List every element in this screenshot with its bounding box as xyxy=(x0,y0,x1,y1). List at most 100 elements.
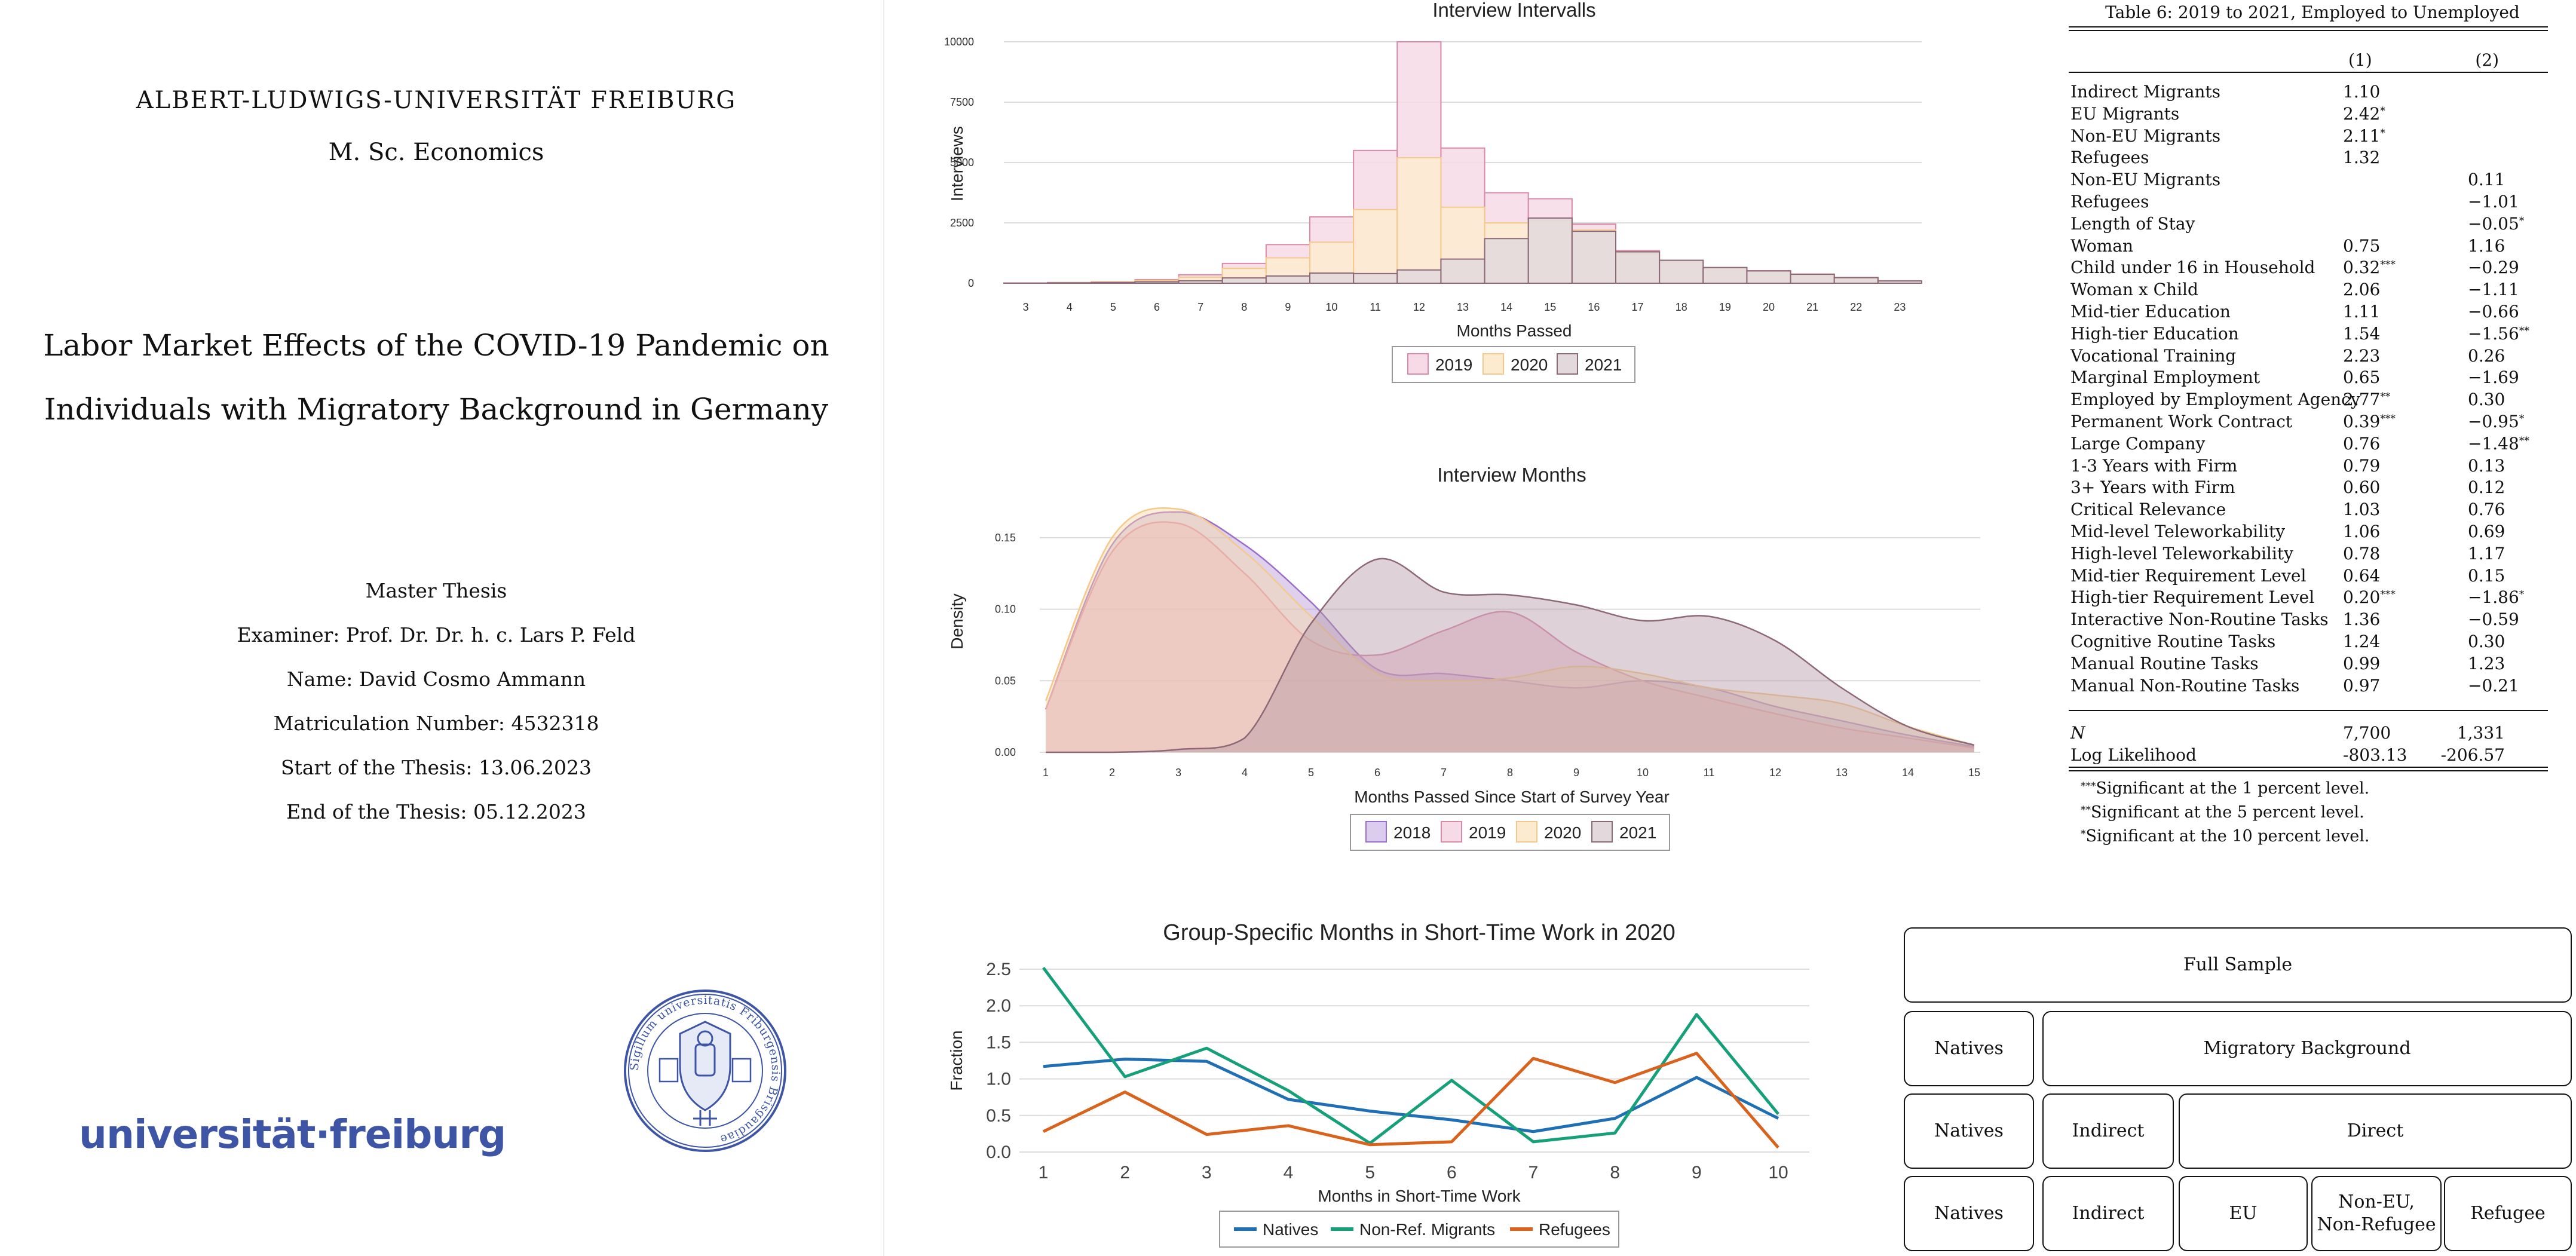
row-value-1: 0.32*** xyxy=(2343,258,2396,278)
row-label: Interactive Non-Routine Tasks xyxy=(2070,609,2329,630)
x-tick-label: 2 xyxy=(1109,767,1115,779)
row-label: High-tier Requirement Level xyxy=(2070,587,2315,608)
row-value-1: 0.60 xyxy=(2343,477,2381,498)
box-full-sample: Full Sample xyxy=(1904,927,2572,1003)
x-tick-label: 23 xyxy=(1894,301,1906,313)
table-row: Critical Relevance 1.03 0.76 xyxy=(2069,498,2548,520)
x-tick-label: 20 xyxy=(1763,301,1775,313)
row-value-1: 2.77** xyxy=(2343,390,2391,410)
bar-2021-10 xyxy=(1309,272,1355,284)
chart-legend: 2019 2020 2021 xyxy=(1392,346,1635,383)
legend-label-2019: 2019 xyxy=(1469,823,1506,842)
table-row: Non-EU Migrants 0.11 xyxy=(2069,169,2548,191)
row-value-1: 0.79 xyxy=(2343,455,2381,476)
x-tick-label: 10 xyxy=(1768,1163,1788,1183)
row-value-2: −1.11 xyxy=(2468,280,2519,300)
density-area-2021 xyxy=(1046,558,1974,752)
box-migratory-background: Migratory Background xyxy=(2042,1011,2572,1086)
table-row: Employed by Employment Agency 2.77** 0.30 xyxy=(2069,388,2548,411)
box-indirect-l3: Indirect xyxy=(2042,1093,2174,1169)
y-tick-label: 0.00 xyxy=(995,746,1016,758)
x-tick-label: 15 xyxy=(1544,301,1556,313)
row-value-2: 0.69 xyxy=(2468,522,2505,541)
y-tick-label: 2500 xyxy=(950,217,974,229)
table-row-loglik: Log Likelihood -803.13 -206.57 xyxy=(2069,744,2548,766)
row-value-1: 7,700 xyxy=(2343,723,2391,743)
row-label: Indirect Migrants xyxy=(2070,82,2221,102)
page-divider xyxy=(883,0,884,1256)
table-row: High-tier Education 1.54 −1.56** xyxy=(2069,323,2548,345)
row-value-1: 0.75 xyxy=(2343,235,2381,256)
box-label-line-1: Non-EU, xyxy=(2338,1191,2415,1212)
y-tick-label: 0 xyxy=(968,277,974,289)
row-value-1: 0.97 xyxy=(2343,675,2381,696)
row-label: Woman x Child xyxy=(2070,280,2198,300)
box-direct: Direct xyxy=(2179,1093,2572,1169)
chart-title: Interview Intervalls xyxy=(1432,0,1595,21)
row-label: 1-3 Years with Firm xyxy=(2070,455,2238,476)
x-tick-label: 5 xyxy=(1365,1163,1375,1183)
box-label: Migratory Background xyxy=(2203,1038,2411,1059)
box-label-line-2: Non-Refugee xyxy=(2317,1214,2436,1235)
row-label: 3+ Years with Firm xyxy=(2070,477,2235,498)
bar-2021-11 xyxy=(1353,272,1398,284)
x-tick-label: 8 xyxy=(1507,767,1513,779)
table-row: 3+ Years with Firm 0.60 0.12 xyxy=(2069,476,2548,498)
density-line-2018 xyxy=(1045,511,1975,748)
series-line-non-ref-migrants xyxy=(1042,967,1779,1145)
legend-label-refugees: Refugees xyxy=(1539,1220,1610,1239)
legend-swatch-2019 xyxy=(1407,353,1429,375)
note-1: ***Significant at the 1 percent level. xyxy=(2081,779,2370,798)
y-tick-label: 1.5 xyxy=(986,1033,1011,1052)
bar-2021-17 xyxy=(1615,251,1661,284)
row-value-1: 1.24 xyxy=(2343,632,2381,651)
row-label: Refugees xyxy=(2070,192,2149,212)
thesis-meta: Master Thesis Examiner: Prof. Dr. Dr. h.… xyxy=(0,569,872,834)
meta-start: Start of the Thesis: 13.06.2023 xyxy=(281,756,592,779)
table-row: Length of Stay −0.05* xyxy=(2069,213,2548,235)
x-tick-label: 6 xyxy=(1374,767,1380,779)
x-tick-label: 11 xyxy=(1370,301,1381,313)
interview-intervalls-chart: Interview Intervalls 0 2500 5000 7500 10000 3… xyxy=(944,0,1923,383)
row-value-2: −0.95* xyxy=(2468,412,2525,431)
thesis-title-line-1: Labor Market Effects of the COVID-19 Pan… xyxy=(43,328,829,363)
series-line-refugees xyxy=(1042,1052,1779,1149)
bar-2021-20 xyxy=(1746,270,1791,284)
meta-end: End of the Thesis: 05.12.2023 xyxy=(286,800,586,823)
x-tick-label: 4 xyxy=(1067,301,1073,313)
table-caption: Table 6: 2019 to 2021, Employed to Unemp… xyxy=(2105,2,2520,22)
x-tick-label: 6 xyxy=(1447,1163,1457,1183)
x-axis-label: Months Passed Since Start of Survey Year xyxy=(1354,788,1670,806)
row-value-2: 0.76 xyxy=(2468,500,2505,520)
legend-swatch-2021 xyxy=(1591,821,1613,843)
bar-2021-16 xyxy=(1571,231,1617,284)
box-eu: EU xyxy=(2179,1176,2308,1251)
box-label: Natives xyxy=(1934,1120,2004,1141)
bar-2021-14 xyxy=(1484,238,1529,284)
table-notes: ***Significant at the 1 percent level. *… xyxy=(2081,777,2369,848)
y-tick-label: 2.0 xyxy=(986,996,1011,1016)
bar-2021-18 xyxy=(1659,259,1704,284)
box-natives-l4: Natives xyxy=(1904,1176,2034,1251)
legend-swatch-2020 xyxy=(1482,353,1504,375)
density-line-2020 xyxy=(1045,507,1975,746)
meta-type: Master Thesis xyxy=(365,579,507,602)
x-tick-label: 7 xyxy=(1197,301,1203,313)
row-value-2: −1.86* xyxy=(2468,587,2525,608)
row-label: High-tier Education xyxy=(2070,323,2239,344)
row-value-2: −1.01 xyxy=(2468,192,2519,212)
row-value-2: 1.17 xyxy=(2468,543,2505,563)
x-tick-label: 12 xyxy=(1413,301,1425,313)
col-header-2: (2) xyxy=(2475,50,2499,70)
row-value-2: −0.59 xyxy=(2468,609,2519,630)
x-tick-label: 10 xyxy=(1326,301,1338,313)
bar-2021-7 xyxy=(1178,280,1223,284)
x-tick-label: 12 xyxy=(1769,767,1781,779)
density-area-2019 xyxy=(1046,522,1974,752)
col-header-1: (1) xyxy=(2348,50,2372,70)
row-label: Mid-tier Requirement Level xyxy=(2070,565,2307,586)
chart-legend: Natives Non-Ref. Migrants Refugees xyxy=(1219,1211,1619,1248)
row-value-1: 1.03 xyxy=(2343,500,2381,520)
chart-title: Interview Months xyxy=(1437,464,1586,486)
table-rule-header xyxy=(2069,72,2548,73)
